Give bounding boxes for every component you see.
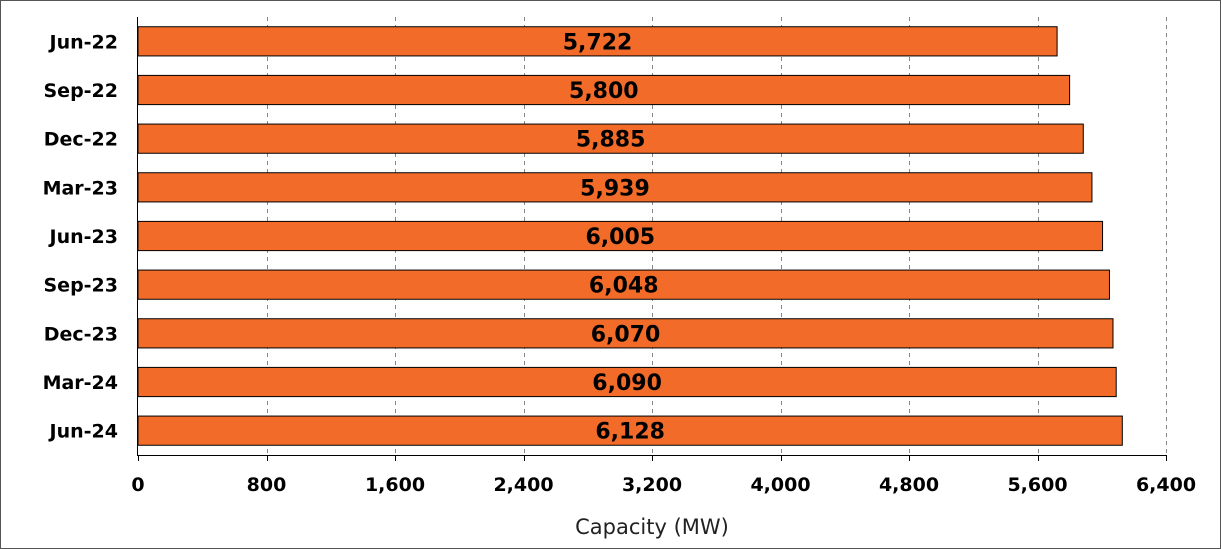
x-tick-label: 800	[247, 474, 287, 496]
bar-value-label: 5,885	[576, 128, 646, 153]
bar-value-label: 6,070	[591, 322, 661, 347]
bar-value-label: 5,939	[580, 176, 650, 201]
bar-value-label: 6,048	[589, 274, 659, 299]
x-tick-label: 2,400	[493, 474, 553, 496]
bar-sep-22	[137, 74, 1071, 106]
category-label: Sep-22	[44, 80, 119, 102]
category-labels: Jun-22 Sep-22 Dec-22 Mar-23 Jun-23 Sep-23 Dec-…	[43, 31, 118, 442]
bar-value-label: 6,128	[595, 420, 665, 445]
x-tick-label: 6,400	[1136, 474, 1196, 496]
bar-jun-22	[137, 26, 1058, 57]
x-tick-label: 5,600	[1007, 474, 1067, 496]
category-label: Mar-24	[43, 372, 118, 394]
x-tick-label: 0	[131, 474, 144, 496]
category-label: Dec-22	[44, 129, 118, 151]
bars: 5,722 5,800 5,885 5,939 6,005 6,048 6,070 6,090…	[137, 26, 1123, 446]
bar-value-label: 6,005	[585, 225, 655, 250]
bar-mar-23	[137, 172, 1093, 203]
category-label: Jun-24	[48, 421, 118, 443]
category-label: Jun-22	[48, 31, 118, 53]
category-label: Mar-23	[43, 177, 118, 199]
bar-mar-24	[137, 366, 1117, 398]
category-label: Sep-23	[44, 275, 119, 297]
x-tick-label: 4,000	[750, 474, 810, 496]
bar-jun-24	[137, 415, 1123, 446]
bar-value-label: 6,090	[592, 371, 662, 396]
x-tick-label: 3,200	[622, 474, 682, 496]
axes	[137, 17, 1167, 461]
category-label: Dec-23	[44, 323, 118, 345]
category-label: Jun-23	[48, 226, 118, 248]
bar-value-label: 5,800	[569, 79, 639, 104]
x-axis-title: Capacity (MW)	[575, 515, 729, 539]
x-tick-label: 4,800	[879, 474, 939, 496]
bar-sep-23	[137, 269, 1110, 300]
bar-value-label: 5,722	[563, 30, 633, 55]
x-tick-labels: 0 800 1,600 2,400 3,200 4,000 4,800 5,600 6,400	[131, 474, 1196, 496]
x-tick-label: 1,600	[365, 474, 425, 496]
